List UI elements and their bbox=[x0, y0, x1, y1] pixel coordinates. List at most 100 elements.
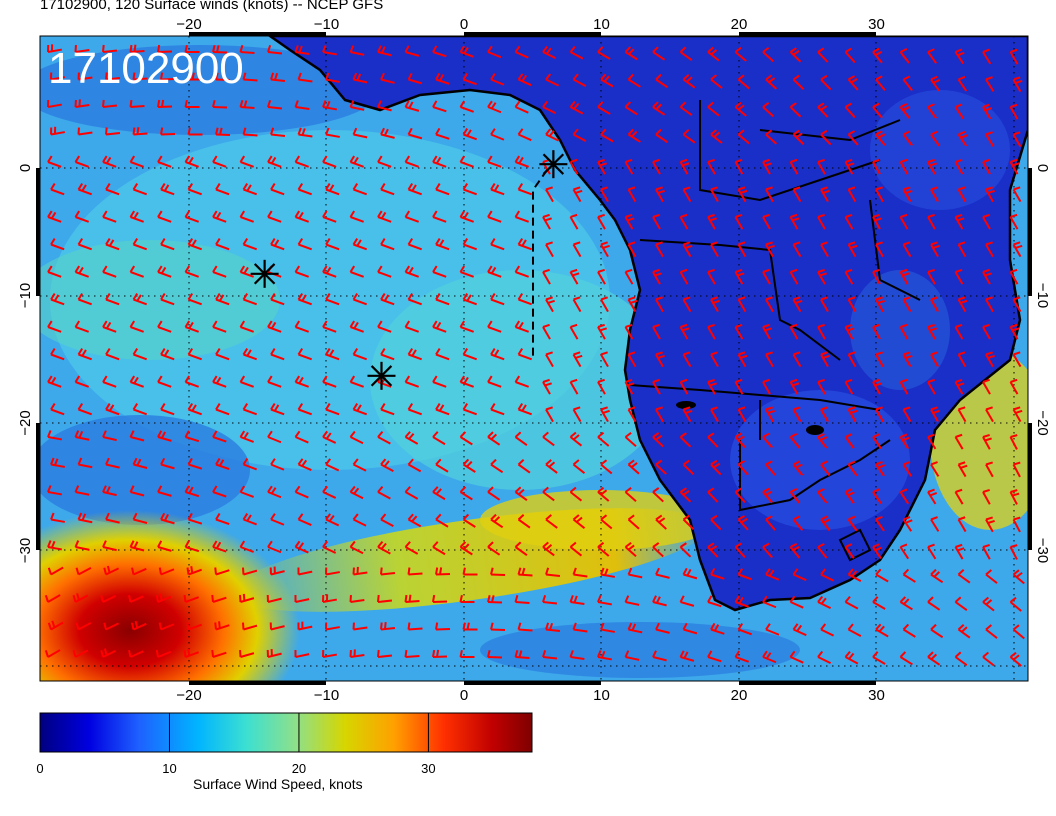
wind-barb bbox=[129, 430, 145, 442]
wind-barb bbox=[72, 593, 89, 603]
wind-barb bbox=[627, 296, 638, 313]
wind-barb bbox=[432, 431, 446, 446]
wind-barb bbox=[682, 296, 692, 313]
wind-barb bbox=[820, 623, 835, 637]
wind-barb bbox=[572, 73, 587, 87]
wind-barb bbox=[737, 515, 749, 531]
wind-barb bbox=[132, 348, 147, 361]
wind-barb bbox=[734, 213, 744, 230]
wind-barb bbox=[294, 45, 310, 55]
wind-barb bbox=[569, 431, 583, 447]
wind-barb bbox=[215, 293, 230, 306]
wind-barb bbox=[432, 210, 447, 223]
wind-barb bbox=[187, 348, 202, 361]
wind-barb bbox=[50, 403, 65, 416]
wind-barb bbox=[624, 487, 637, 503]
wind-barb bbox=[627, 351, 637, 368]
wind-barb bbox=[72, 649, 89, 658]
wind-barb bbox=[600, 241, 610, 258]
wind-barb bbox=[297, 238, 312, 251]
wind-barb bbox=[844, 268, 854, 285]
wind-barb bbox=[762, 213, 771, 230]
wind-barb bbox=[128, 649, 144, 658]
wind-barb bbox=[600, 186, 609, 203]
wind-barb bbox=[435, 348, 450, 361]
storm-markers bbox=[250, 150, 568, 390]
wind-barb bbox=[542, 323, 551, 340]
wind-barb bbox=[131, 620, 147, 631]
wind-barb bbox=[239, 44, 255, 54]
wind-barb bbox=[407, 293, 422, 306]
wind-barb bbox=[349, 320, 364, 333]
wind-barb bbox=[624, 101, 638, 116]
wind-barb bbox=[902, 130, 913, 147]
lat-tick-left: 0 bbox=[17, 164, 34, 172]
wind-barb bbox=[352, 458, 367, 472]
wind-barb bbox=[459, 431, 473, 446]
wind-barb bbox=[187, 293, 202, 306]
wind-barb bbox=[817, 323, 826, 340]
wind-barb bbox=[297, 403, 312, 416]
wind-barb bbox=[542, 541, 555, 557]
wind-barb bbox=[847, 515, 858, 532]
wind-barb bbox=[432, 100, 447, 113]
wind-barb bbox=[266, 648, 282, 658]
wind-barb bbox=[50, 126, 65, 136]
wind-barb bbox=[762, 378, 771, 395]
wind-barb bbox=[432, 265, 447, 278]
lon-tick-top: 10 bbox=[593, 16, 610, 33]
wind-barb bbox=[270, 127, 286, 137]
wind-barb bbox=[377, 45, 392, 57]
wind-barb bbox=[404, 375, 419, 388]
wind-barb bbox=[542, 213, 552, 230]
wind-barb bbox=[872, 268, 881, 285]
wind-barb bbox=[1012, 569, 1025, 585]
wind-barb bbox=[77, 183, 92, 196]
wind-barb bbox=[872, 596, 886, 610]
wind-barb bbox=[459, 45, 474, 58]
wind-barb bbox=[514, 375, 529, 388]
wind-barb bbox=[899, 48, 910, 64]
wind-barb bbox=[655, 73, 669, 89]
wind-barb bbox=[186, 566, 202, 576]
wind-barb bbox=[679, 101, 693, 117]
wind-barb bbox=[74, 485, 90, 496]
wind-barb bbox=[682, 459, 695, 476]
wind-barb bbox=[820, 515, 831, 532]
wind-barb bbox=[624, 542, 637, 558]
wind-barb bbox=[985, 461, 994, 478]
wind-barb bbox=[982, 488, 991, 505]
wind-barb bbox=[380, 513, 394, 527]
wind-barb bbox=[875, 406, 884, 423]
wind-barb bbox=[847, 75, 859, 91]
wind-barb bbox=[597, 486, 610, 502]
wind-barb bbox=[927, 323, 937, 340]
wind-barb bbox=[215, 183, 230, 196]
wind-barb bbox=[129, 210, 144, 223]
wind-barb bbox=[737, 460, 749, 476]
wind-barb bbox=[847, 130, 859, 146]
wind-barb bbox=[157, 155, 172, 168]
wind-barb bbox=[212, 99, 228, 109]
wind-barb bbox=[1009, 596, 1022, 612]
wind-barb bbox=[267, 430, 282, 444]
wind-barb bbox=[792, 568, 807, 582]
wind-barb bbox=[707, 46, 720, 62]
wind-barb bbox=[184, 540, 200, 553]
wind-barb bbox=[242, 183, 257, 196]
wind-barb bbox=[47, 430, 62, 441]
wind-barb bbox=[652, 487, 664, 503]
wind-barb bbox=[820, 460, 831, 477]
wind-barb bbox=[404, 541, 419, 555]
lat-tick-right: −20 bbox=[1034, 410, 1051, 435]
wind-barb bbox=[105, 238, 120, 251]
date-stamp: 17102900 bbox=[48, 44, 244, 93]
wind-barb bbox=[459, 100, 474, 113]
wind-barb bbox=[239, 210, 254, 223]
lon-tick-top: −20 bbox=[176, 16, 201, 33]
wind-barb bbox=[899, 268, 910, 285]
wind-barb bbox=[487, 265, 502, 278]
wind-barb bbox=[377, 649, 393, 658]
wind-barb bbox=[242, 513, 257, 526]
wind-barb bbox=[627, 73, 641, 88]
